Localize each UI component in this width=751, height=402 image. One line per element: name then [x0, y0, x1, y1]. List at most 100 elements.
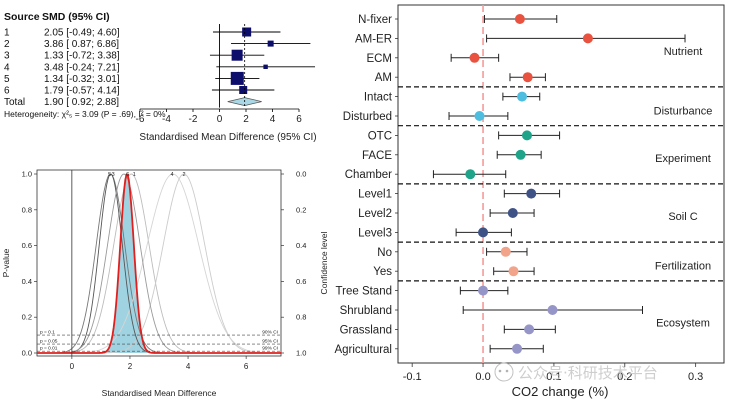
ref-line-label-left: p = 0.01 — [40, 346, 58, 352]
co2-row-label: Intact — [364, 92, 393, 104]
pvalue-right-tick-label: 0.0 — [296, 170, 306, 179]
co2-effect-point — [526, 188, 537, 199]
curve-label: 1 — [133, 172, 136, 178]
forest-row-source: 2 — [4, 39, 10, 50]
co2-effect-point — [507, 208, 518, 218]
heterogeneity-text: Heterogeneity: χ²₅ = 3.09 (P = .69), I² … — [4, 109, 166, 119]
group-label: Nutrient — [664, 46, 703, 58]
forest-x-axis: -6 -4 -2 0 2 4 6 — [136, 108, 302, 125]
forest-square-marker — [242, 27, 252, 37]
co2-effect-point — [547, 305, 558, 315]
forest-row-source: 5 — [4, 74, 10, 85]
co2-effect-point — [521, 130, 532, 141]
study-pvalue-curve — [36, 173, 281, 354]
co2-effect-point — [465, 169, 476, 180]
ref-line-label-right: 95% CI — [262, 339, 278, 345]
pvalue-y-tick-label: 0.0 — [22, 349, 32, 358]
forest-row-smd: 1.34 [-0.32; 3.01] — [44, 74, 120, 85]
forest-x-tick-label: 6 — [296, 114, 302, 125]
panel-forest-meta: Source SMD (95% CI) 1 2.05 [-0.49; 4.60] 2… — [4, 11, 317, 143]
pvalue-x-axis-label: Standardised Mean Difference — [102, 388, 217, 398]
forest-x-tick-label: 2 — [243, 114, 249, 125]
pvalue-right-tick-label: 1.0 — [296, 349, 306, 358]
co2-x-tick-label: 0.2 — [617, 371, 632, 383]
forest-x-tick-label: 4 — [270, 114, 276, 125]
co2-x-tick-label: -0.1 — [403, 371, 422, 383]
co2-effect-point — [474, 111, 485, 121]
pvalue-y-tick-label: 1.0 — [22, 170, 32, 179]
forest-x-tick-label: -2 — [189, 114, 198, 125]
watermark: 公众号·科研技术平台 — [494, 362, 658, 382]
co2-effect-point — [522, 72, 533, 83]
curve-label: 6 — [126, 172, 129, 178]
co2-row-label: Level2 — [358, 208, 392, 220]
co2-effect-point — [524, 324, 535, 335]
pvalue-curves: p = 0.1 90% CI p = 0.05 95% CI p = 0.01 99% C… — [36, 170, 282, 356]
forest-square-marker — [239, 86, 248, 94]
pvalue-plot-frame — [36, 169, 282, 357]
pvalue-right-axis-label: Confidence level — [319, 231, 329, 294]
pvalue-y-axis-label: P-value — [1, 248, 11, 277]
co2-plot-content: Nutrient Disturbance Experiment Soil C Ferti… — [334, 5, 724, 383]
co2-row-label: Chamber — [345, 169, 392, 181]
study-pvalue-curve — [37, 173, 282, 354]
pvalue-x-tick-label: 6 — [244, 362, 249, 371]
study-pvalue-curve — [37, 173, 281, 354]
forest-square-marker — [263, 64, 268, 69]
co2-row-label: Level1 — [358, 189, 392, 201]
pooled-area-fill — [37, 174, 281, 353]
forest-row-smd: 2.05 [-0.49; 4.60] — [44, 28, 120, 39]
forest-header-source: Source — [4, 11, 40, 23]
co2-row-label: No — [377, 247, 392, 259]
co2-row-label: FACE — [362, 150, 392, 162]
forest-header-smd: SMD (95% CI) — [42, 11, 110, 23]
forest-x-axis-label: Standardised Mean Difference (95% CI) — [139, 132, 316, 143]
group-label: Soil C — [668, 211, 697, 223]
co2-effect-point — [478, 227, 489, 238]
co2-effect-point — [508, 266, 519, 277]
pvalue-right-tick-label: 0.8 — [296, 313, 306, 322]
pvalue-y-tick-label: 0.2 — [22, 313, 32, 322]
panel-co2-forest: Nutrient Disturbance Experiment Soil C Ferti… — [334, 4, 725, 399]
co2-effect-point — [469, 52, 480, 63]
co2-x-axis-label: CO2 change (%) — [512, 384, 609, 399]
forest-total-label: Total — [4, 97, 25, 108]
pvalue-axes: 0 2 4 6 0.0 0.2 0.4 0.6 0.8 1.0 0.0 0.2 0.4 0.6 0.8 1.0 — [22, 170, 307, 372]
curve-label: 3 — [112, 172, 115, 178]
co2-row-label: ECM — [366, 53, 392, 65]
co2-row-label: N-fixer — [358, 14, 392, 26]
pvalue-right-tick-label: 0.2 — [296, 205, 306, 214]
forest-square-marker — [267, 40, 274, 47]
co2-effect-point — [478, 285, 489, 296]
forest-row-source: 4 — [4, 62, 10, 73]
ref-line-label-right: 99% CI — [262, 346, 278, 352]
co2-x-tick-label: 0.1 — [546, 371, 561, 383]
co2-row-label: AM-ER — [355, 33, 392, 45]
co2-effect-point — [517, 91, 528, 102]
co2-row-label: OTC — [368, 130, 392, 142]
co2-effect-point — [512, 343, 523, 354]
pvalue-x-tick-label: 2 — [128, 362, 133, 371]
forest-row-source: 3 — [4, 51, 10, 62]
forest-square-marker — [230, 71, 244, 85]
ref-line-label-left: p = 0.05 — [40, 339, 58, 345]
co2-row-label: Level3 — [358, 227, 392, 239]
forest-row-smd: 1.79 [-0.57; 4.14] — [44, 86, 120, 97]
study-pvalue-curve — [36, 173, 282, 354]
pvalue-right-tick-label: 0.4 — [296, 241, 306, 250]
pvalue-y-tick-label: 0.4 — [22, 277, 32, 286]
ref-line-label-right: 90% CI — [262, 330, 278, 336]
study-pvalue-curve — [36, 173, 281, 354]
forest-row-smd: 3.86 [ 0.87; 6.86] — [44, 39, 119, 50]
co2-x-tick-label: 0.3 — [688, 371, 703, 383]
pvalue-y-tick-label: 0.6 — [22, 241, 32, 250]
co2-row-label: Agricultural — [334, 344, 392, 356]
co2-effect-point — [500, 246, 511, 257]
forest-total-smd: 1.90 [ 0.92; 2.88] — [44, 97, 119, 108]
co2-effect-point — [514, 14, 525, 24]
co2-row-label: Disturbed — [343, 111, 392, 123]
co2-row-label: AM — [375, 72, 392, 84]
group-label: Disturbance — [654, 105, 713, 117]
forest-row-smd: 1.33 [-0.72; 3.38] — [44, 51, 120, 62]
